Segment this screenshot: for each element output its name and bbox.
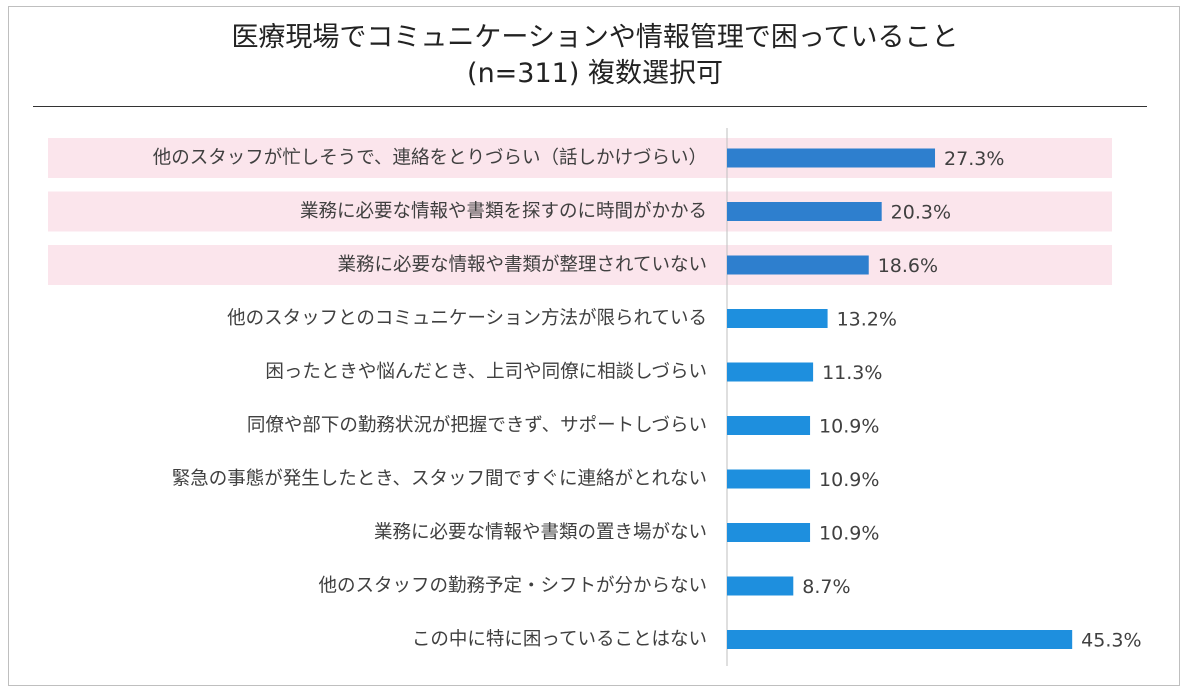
category-label: 他のスタッフが忙しそうで、連絡をとりづらい（話しかけづらい） <box>153 148 707 169</box>
value-label: 13.2% <box>837 309 897 331</box>
category-label: 同僚や部下の勤務状況が把握できず、サポートしづらい <box>247 415 707 436</box>
category-label: 他のスタッフの勤務予定・シフトが分からない <box>318 576 707 597</box>
value-label: 27.3% <box>944 148 1004 170</box>
bar <box>727 576 794 596</box>
category-label: この中に特に困っていることはない <box>412 629 707 650</box>
chart-frame <box>8 6 1180 686</box>
bar <box>727 523 811 542</box>
highlight-band <box>48 191 1112 232</box>
category-label: 業務に必要な情報や書類が整理されていない <box>338 255 707 276</box>
bar <box>727 416 811 435</box>
bar <box>727 255 869 275</box>
value-label: 10.9% <box>819 523 879 545</box>
value-label: 11.3% <box>822 362 882 384</box>
value-label: 10.9% <box>819 416 879 438</box>
value-label: 45.3% <box>1081 630 1141 652</box>
value-label: 8.7% <box>802 576 850 598</box>
chart-title-line2: (n=311) 複数選択可 <box>467 58 723 89</box>
value-label: 18.6% <box>878 255 938 277</box>
title-divider <box>33 106 1147 107</box>
category-label: 困ったときや悩んだとき、上司や同僚に相談しづらい <box>265 362 707 383</box>
category-label: 緊急の事態が発生したとき、スタッフ間ですぐに連絡がとれない <box>172 469 707 490</box>
bar <box>727 202 882 221</box>
highlight-band <box>48 245 1112 285</box>
bar <box>727 630 1073 649</box>
value-label: 20.3% <box>891 202 951 224</box>
bar <box>727 309 828 328</box>
chart-title: 医療現場でコミュニケーションや情報管理で困っていること (n=311) 複数選択… <box>0 20 1190 92</box>
chart-title-line1: 医療現場でコミュニケーションや情報管理で困っていること <box>231 22 959 53</box>
category-labels: 他のスタッフが忙しそうで、連絡をとりづらい（話しかけづらい） 業務に必要な情報や書… <box>153 148 707 651</box>
bars <box>727 148 1073 649</box>
bar <box>727 469 811 489</box>
value-label: 10.9% <box>819 469 879 491</box>
category-label: 他のスタッフとのコミュニケーション方法が限られている <box>227 308 707 329</box>
category-label: 業務に必要な情報や書類の置き場がない <box>374 522 707 543</box>
value-labels: 27.3% 20.3% 18.6% 13.2% 11.3% 10.9% 10.9% 10.9%… <box>802 148 1141 652</box>
bar <box>727 362 814 382</box>
category-label: 業務に必要な情報や書類を探すのに時間がかかる <box>300 201 707 222</box>
bar <box>727 148 936 168</box>
